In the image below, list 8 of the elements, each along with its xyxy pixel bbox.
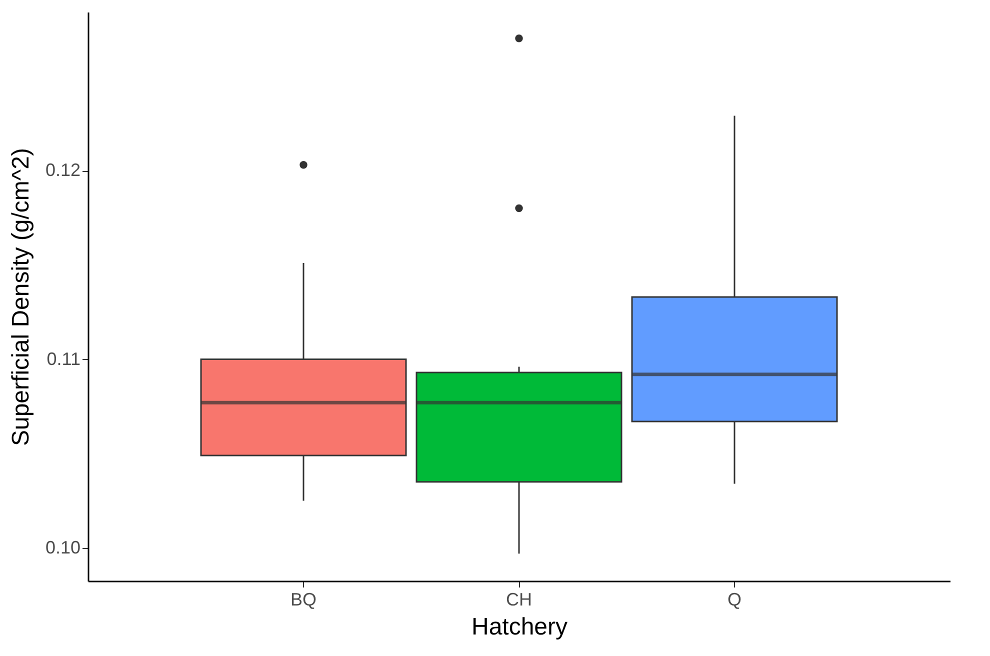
x-axis-title: Hatchery xyxy=(471,614,568,640)
y-tick-label: 0.11 xyxy=(46,348,80,369)
x-tick-label: CH xyxy=(506,590,532,610)
x-tick-label: BQ xyxy=(290,590,317,610)
y-tick-label: 0.12 xyxy=(45,160,80,180)
y-axis-title: Superficial Density (g/cm^2) xyxy=(7,148,34,446)
y-tick-label: 0.10 xyxy=(45,537,80,558)
x-tick-label: Q xyxy=(727,590,742,610)
